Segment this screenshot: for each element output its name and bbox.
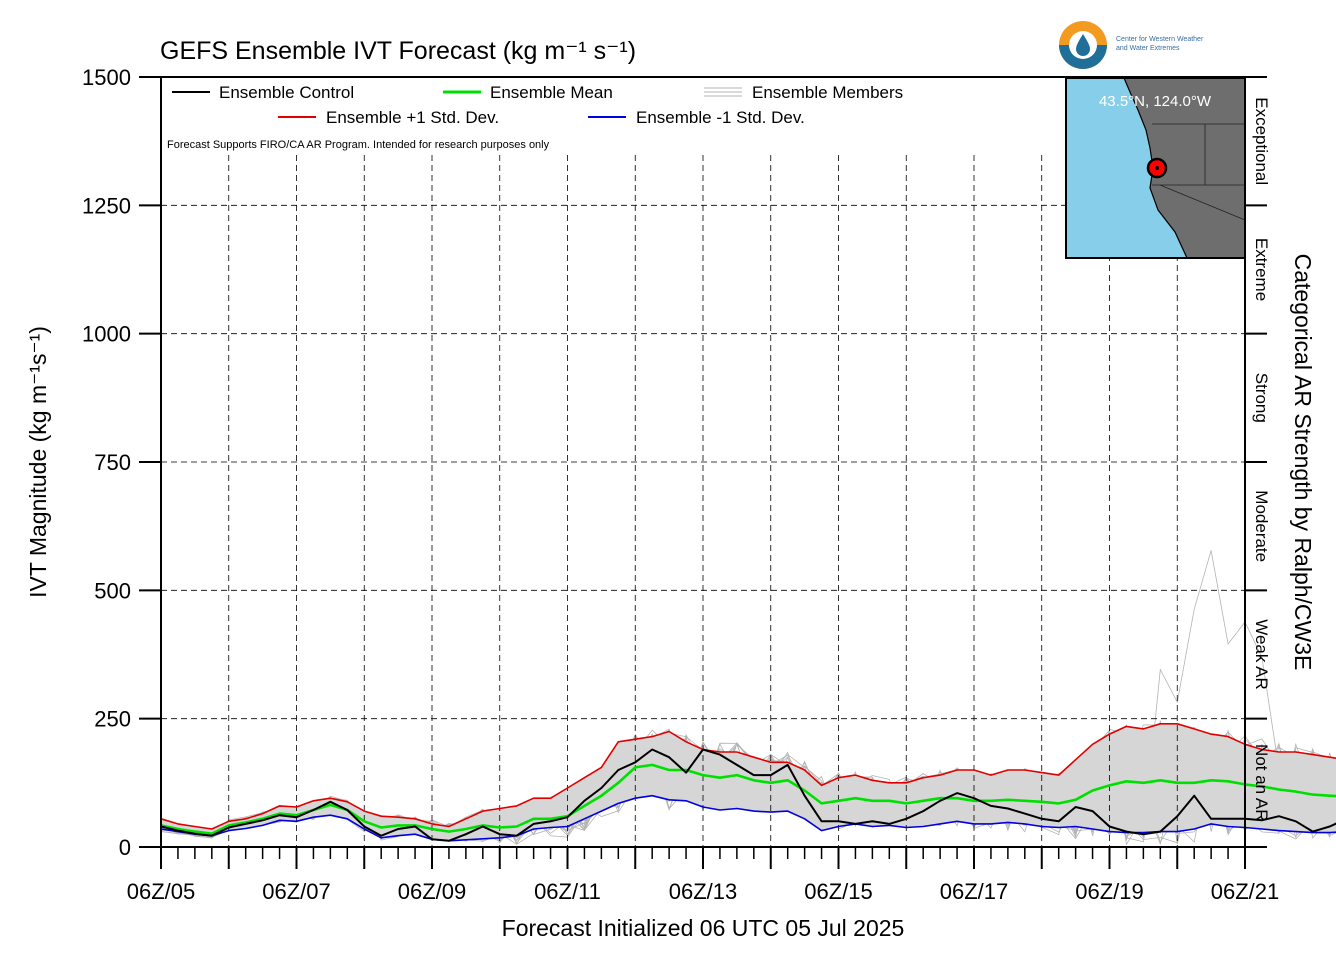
grid-layer	[161, 155, 1245, 847]
x-tick-label: 06Z/11	[534, 879, 601, 904]
category-label: Exceptional	[1252, 97, 1271, 185]
legend-label-control: Ensemble Control	[219, 83, 354, 102]
x-tick-label: 06Z/19	[1075, 879, 1144, 904]
inset-location-label: 43.5°N, 124.0°W	[1099, 93, 1212, 110]
inset-state-borders	[1152, 123, 1246, 221]
legend-swatch-members	[704, 87, 742, 97]
category-label: Extreme	[1252, 238, 1271, 301]
x-tick-label: 06Z/13	[669, 879, 738, 904]
legend-label-plus-std: Ensemble +1 Std. Dev.	[326, 108, 499, 127]
series-line-control	[160, 748, 1336, 842]
y-tick-label: 500	[94, 578, 131, 603]
x-tick-label: 06Z/17	[940, 879, 1009, 904]
axes-layer	[139, 76, 1267, 869]
logo-text-line2: and Water Extremes	[1116, 45, 1180, 52]
tick-labels-layer: 0 250 500 750 1000 1250 1500 06Z/05 06Z/07 06Z/09…	[82, 65, 1279, 904]
legend: Ensemble Control Ensemble Mean Ensemble …	[167, 83, 903, 151]
y-tick-label: 0	[119, 835, 131, 860]
x-tick-label: 06Z/05	[127, 879, 196, 904]
y-tick-label: 750	[94, 450, 131, 475]
series-lines-layer	[160, 723, 1336, 842]
x-tick-label: 06Z/21	[1211, 879, 1280, 904]
legend-label-members: Ensemble Members	[752, 83, 903, 102]
x-axis-label: Forecast Initialized 06 UTC 05 Jul 2025	[502, 915, 905, 941]
series-line-plus-std	[160, 723, 1336, 830]
y-tick-label: 250	[94, 707, 131, 732]
x-tick-label: 06Z/09	[398, 879, 467, 904]
location-marker-dot	[1155, 166, 1159, 170]
spread-band	[161, 723, 1336, 841]
logo-text-line1: Center for Western Weather	[1116, 36, 1204, 43]
legend-label-minus-std: Ensemble -1 Std. Dev.	[636, 108, 805, 127]
category-label: Not an AR	[1252, 744, 1271, 822]
y-tick-label: 1250	[82, 193, 131, 218]
inset-frame	[1065, 77, 1246, 259]
series-line-mean	[160, 763, 1336, 835]
cw3e-logo: Center for Western Weather and Water Ext…	[1059, 21, 1204, 69]
chart-title: GEFS Ensemble IVT Forecast (kg m⁻¹ s⁻¹)	[160, 37, 636, 65]
legend-label-mean: Ensemble Mean	[490, 83, 613, 102]
category-label: Moderate	[1252, 490, 1271, 562]
location-inset-map: 43.5°N, 124.0°W	[1065, 77, 1246, 259]
x-tick-label: 06Z/15	[804, 879, 873, 904]
logo-drop-icon	[1076, 34, 1090, 56]
category-label: Strong	[1252, 373, 1271, 423]
x-tick-label: 06Z/07	[262, 879, 331, 904]
research-note: Forecast Supports FIRO/CA AR Program. In…	[167, 139, 550, 151]
right-axis-label: Categorical AR Strength by Ralph/CW3E	[1290, 254, 1316, 671]
category-label: Weak AR	[1252, 619, 1271, 690]
spread-band-layer	[161, 723, 1336, 841]
y-axis-label: IVT Magnitude (kg m⁻¹s⁻¹)	[25, 326, 51, 598]
y-tick-label: 1000	[82, 322, 131, 347]
y-tick-label: 1500	[82, 65, 131, 90]
